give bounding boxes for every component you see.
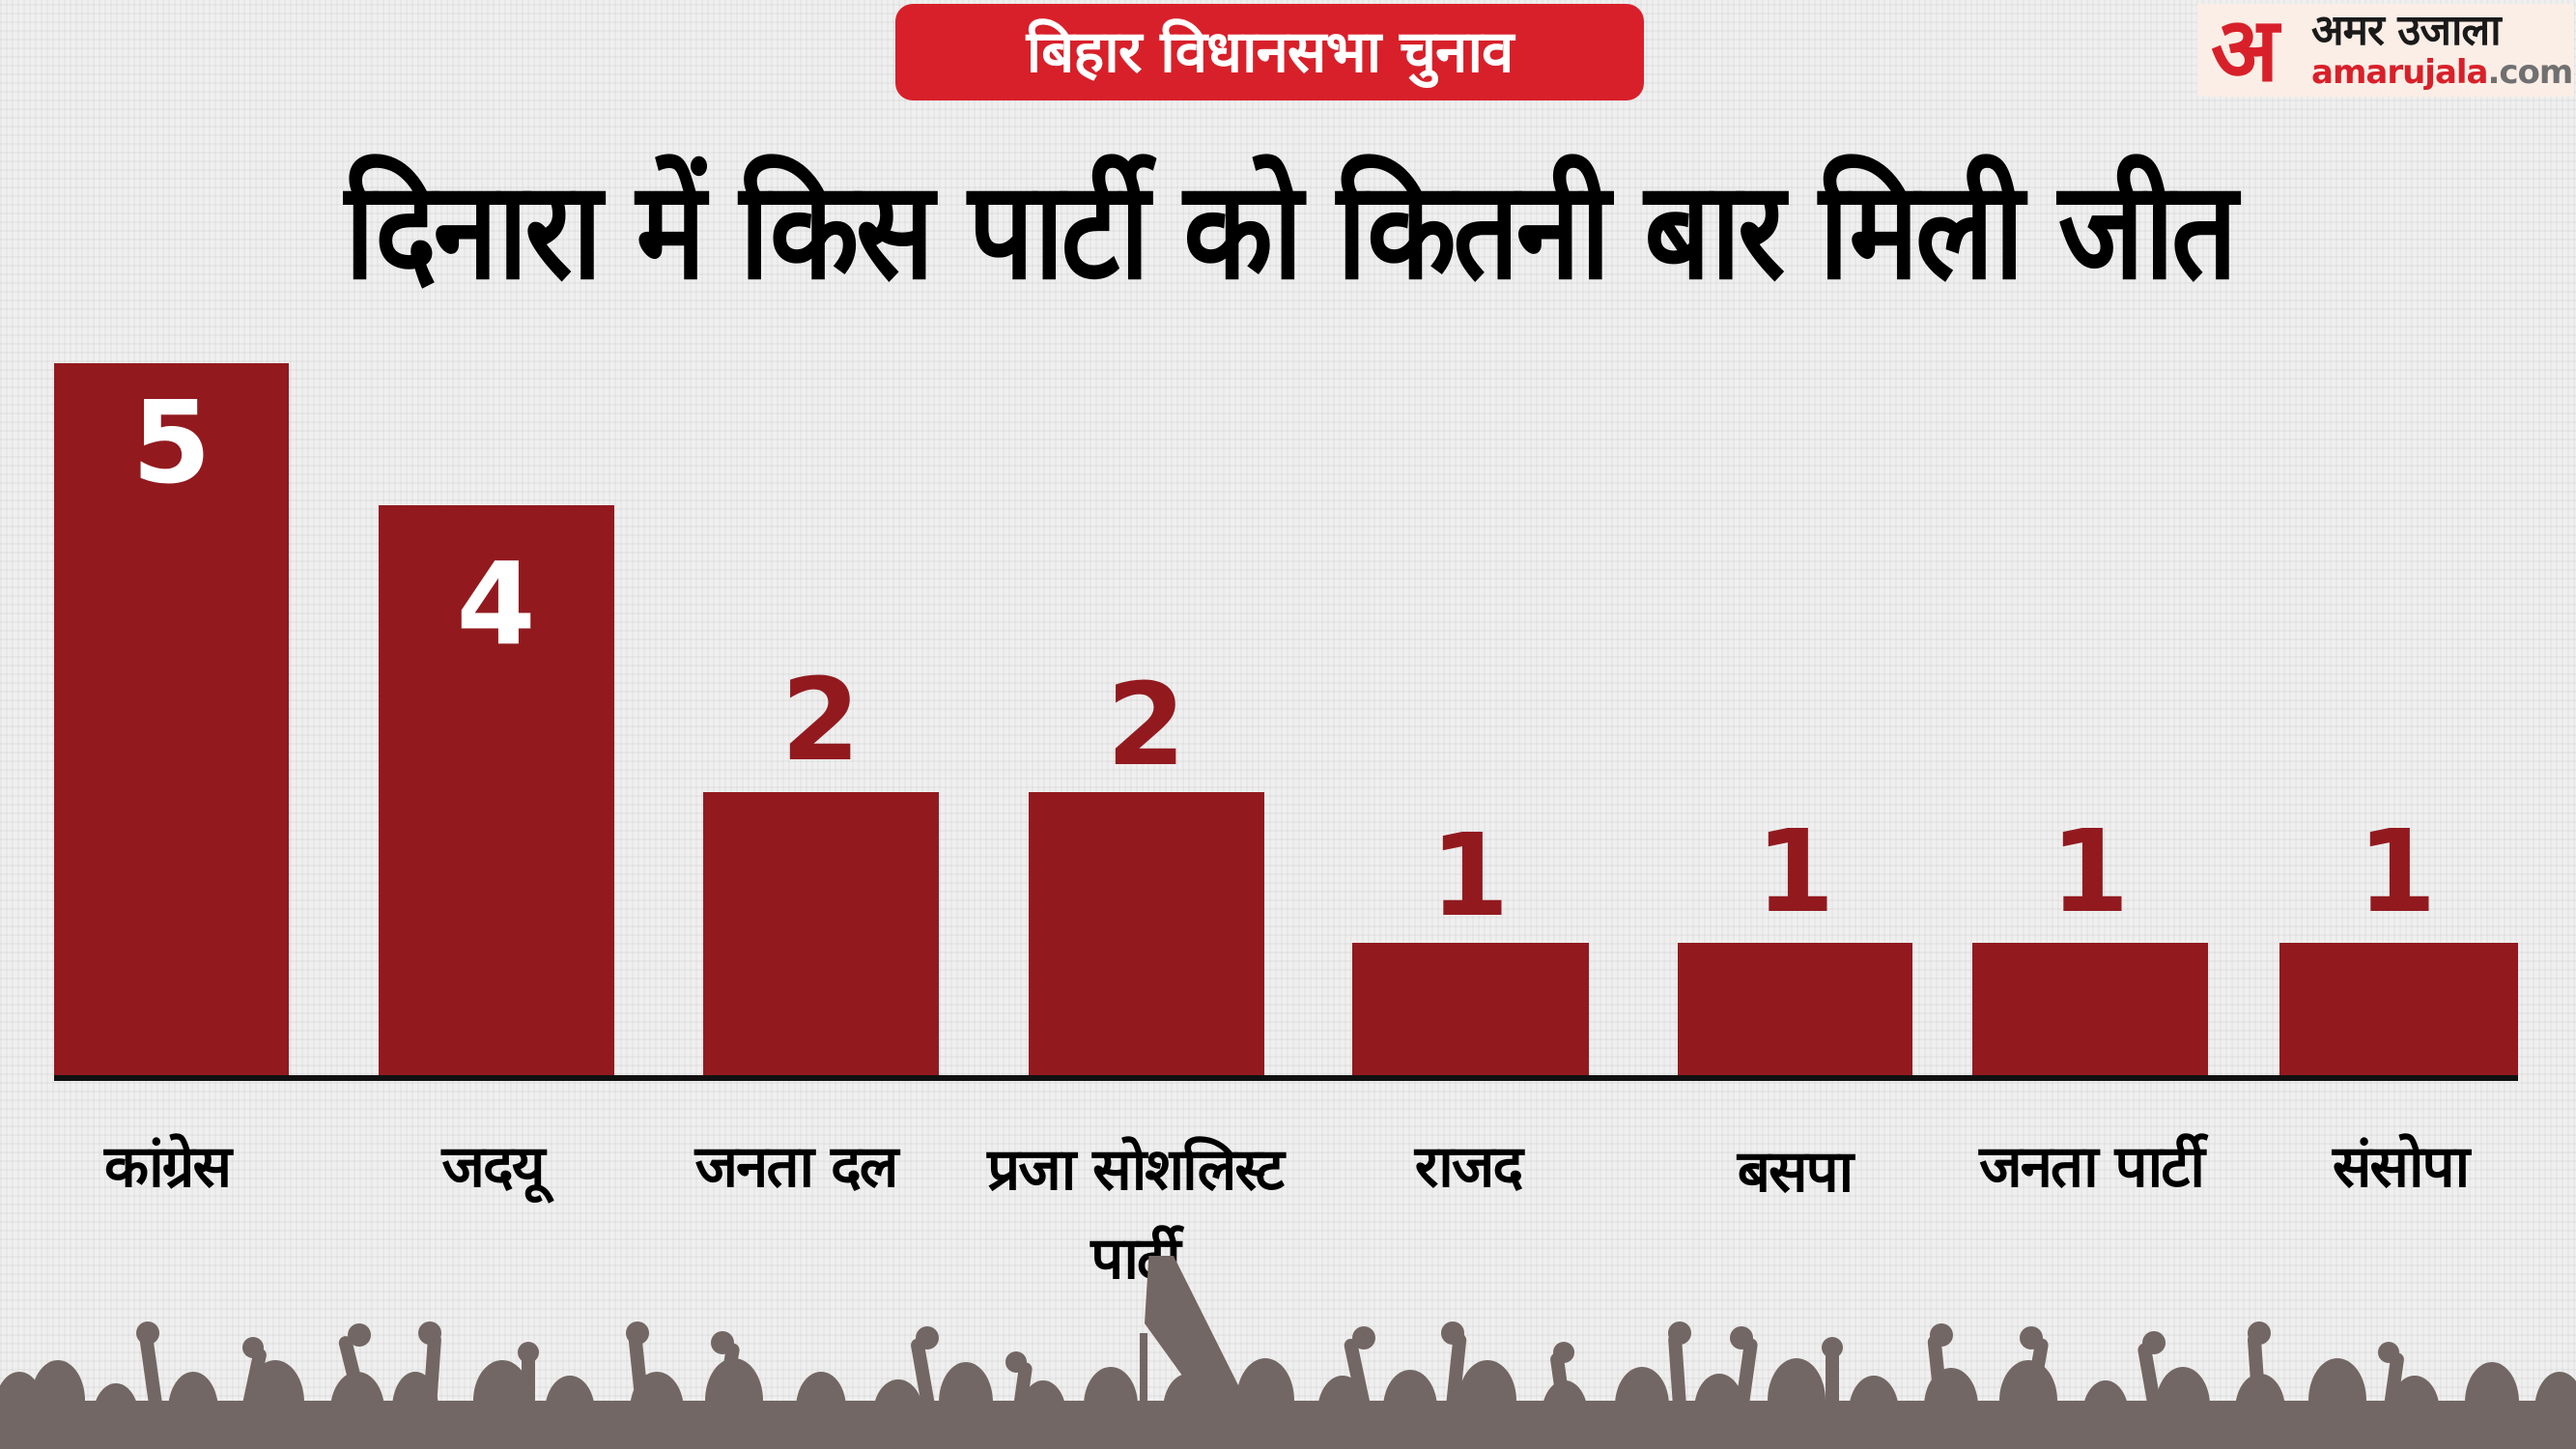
bar-janata-dal	[703, 792, 939, 1077]
bar-jdu	[379, 505, 614, 1077]
x-label-congress: कांग्रेस	[103, 1133, 232, 1201]
value-label: 5	[131, 376, 212, 509]
bar-bsp	[1678, 943, 1912, 1077]
logo-mark-icon: अ	[2211, 0, 2279, 101]
bar-samyukta-socialist-party	[2279, 943, 2518, 1077]
x-axis-line	[54, 1075, 2518, 1081]
x-label-jdu: जदयू	[441, 1133, 545, 1201]
x-label-samyukta-socialist-party: संसोपा	[2332, 1133, 2470, 1201]
logo-name-english: amarujala.com	[2311, 53, 2573, 92]
logo-tld: .com	[2487, 53, 2573, 92]
crowd-silhouette-icon	[0, 1256, 2576, 1449]
x-label-praja-socialist-party: प्रजा सोशलिस्ट पार्टी	[987, 1136, 1285, 1293]
amarujala-logo: अ अमर उजाला amarujala.com	[2197, 4, 2574, 97]
logo-name-hindi: अमर उजाला	[2311, 6, 2502, 55]
chart-title: दिनारा में किस पार्टी को कितनी बार मिली …	[344, 153, 2238, 310]
value-label: 1	[2050, 805, 2130, 938]
bar-praja-socialist-party	[1029, 792, 1264, 1077]
x-label-janata-dal: जनता दल	[694, 1133, 899, 1201]
bar-rjd	[1352, 943, 1589, 1077]
value-label: 2	[1106, 658, 1186, 791]
x-label-rjd: राजद	[1414, 1133, 1523, 1201]
x-label-janata-party: जनता पार्टी	[1979, 1133, 2205, 1201]
value-label: 1	[2357, 805, 2437, 938]
value-label: 2	[780, 653, 861, 786]
x-label-bsp: बसपा	[1737, 1138, 1854, 1206]
bar-janata-party	[1972, 943, 2208, 1077]
bar-congress	[54, 363, 289, 1077]
value-label: 1	[1755, 805, 1835, 938]
election-badge: बिहार विधानसभा चुनाव	[895, 4, 1644, 100]
value-label: 4	[456, 537, 536, 670]
logo-brand: amarujala	[2311, 53, 2488, 92]
value-label: 1	[1430, 809, 1510, 942]
